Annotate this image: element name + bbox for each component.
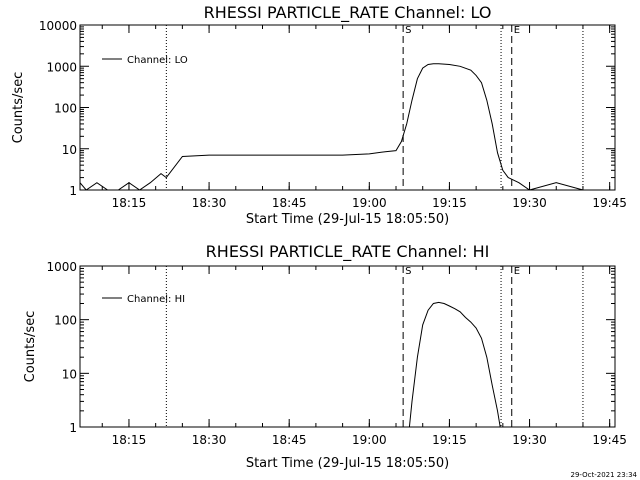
y-tick-label: 10: [62, 367, 77, 381]
plot-frame: [79, 24, 616, 191]
marker-label: S: [405, 25, 411, 36]
y-tick-label: 10000: [39, 19, 77, 33]
y-tick-label: 1000: [46, 60, 77, 74]
plot-frame: [79, 265, 616, 428]
x-tick-label: 19:00: [352, 196, 387, 210]
legend-label: Channel: HI: [127, 294, 185, 305]
series-line: [408, 301, 501, 427]
y-tick-label: 100: [54, 102, 77, 116]
y-axis-label: Counts/sec: [11, 72, 26, 144]
x-tick-label: 18:45: [272, 433, 307, 447]
y-tick-label: 1: [69, 184, 77, 198]
y-tick-label: 1: [69, 421, 77, 435]
x-tick-label: 19:30: [512, 433, 547, 447]
plot-timestamp: 29-Oct-2021 23:34: [571, 471, 638, 479]
x-tick-label: 18:30: [192, 433, 227, 447]
x-tick-label: 19:15: [432, 196, 467, 210]
chart-title: RHESSI PARTICLE_RATE Channel: LO: [204, 3, 492, 23]
y-tick-label: 1000: [46, 260, 77, 274]
x-axis-label: Start Time (29-Jul-15 18:05:50): [246, 456, 449, 471]
chart-panel-1: RHESSI PARTICLE_RATE Channel: LO 1 10 100 10…: [11, 3, 627, 227]
x-tick-label: 18:15: [112, 196, 147, 210]
marker-label: E: [514, 25, 520, 36]
y-tick-label: 10: [62, 143, 77, 157]
x-tick-label: 19:45: [592, 433, 627, 447]
chart-title: RHESSI PARTICLE_RATE Channel: HI: [206, 242, 490, 262]
chart-panel-2: RHESSI PARTICLE_RATE Channel: HI 1 10 100 10…: [23, 242, 627, 471]
marker-label: S: [405, 266, 411, 277]
marker-label: E: [514, 266, 520, 277]
x-axis-label: Start Time (29-Jul-15 18:05:50): [246, 212, 449, 227]
x-tick-label: 19:15: [432, 433, 467, 447]
legend-label: Channel: LO: [127, 55, 188, 66]
x-tick-label: 18:30: [192, 196, 227, 210]
y-tick-label: 100: [54, 314, 77, 328]
x-tick-label: 18:15: [112, 433, 147, 447]
y-axis-label: Counts/sec: [23, 311, 38, 383]
x-tick-label: 19:00: [352, 433, 387, 447]
x-tick-label: 18:45: [272, 196, 307, 210]
series-line: [80, 63, 584, 190]
x-tick-label: 19:45: [592, 196, 627, 210]
x-tick-label: 19:30: [512, 196, 547, 210]
